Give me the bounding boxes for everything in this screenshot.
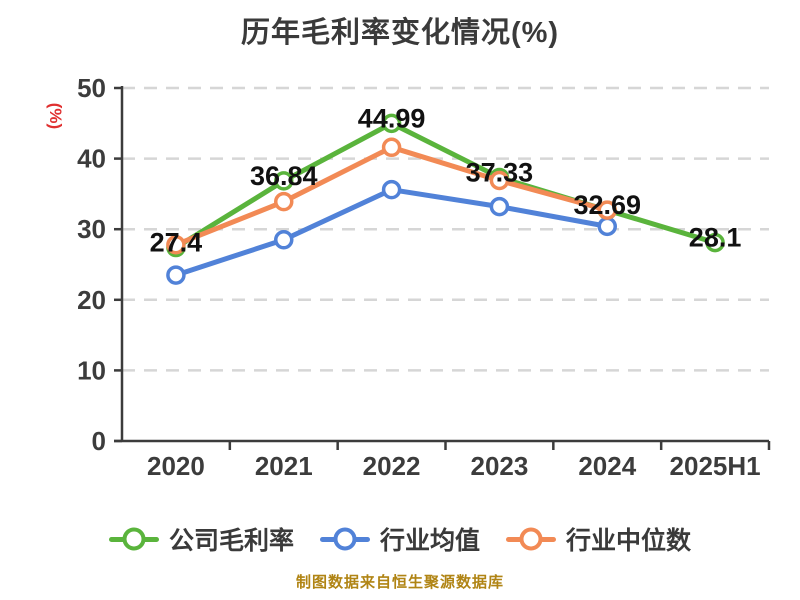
series-行业均值 — [166, 179, 617, 285]
legend-label: 公司毛利率 — [168, 527, 294, 555]
y-tick-label: 10 — [77, 355, 106, 385]
data-point — [166, 265, 186, 285]
data-source-note: 制图数据来自恒生聚源数据库 — [295, 574, 504, 591]
y-tick-label: 20 — [77, 285, 106, 315]
series-行业中位数 — [166, 137, 617, 255]
data-point — [274, 171, 294, 191]
data-point — [166, 234, 186, 255]
data-point — [489, 170, 510, 191]
legend-marker-green-icon — [108, 527, 159, 551]
chart-legend: 公司毛利率 行业均值 行业中位数 — [0, 521, 800, 557]
x-tick-label: 2023 — [470, 451, 528, 481]
x-axis-ticks: 2020 2021 2022 2023 2024 2025H1 — [147, 441, 771, 481]
x-tick-label: 2020 — [147, 451, 205, 481]
data-label: 27.4 — [150, 228, 203, 258]
legend-item-industry-median: 行业中位数 — [506, 521, 691, 557]
chart-title: 历年毛利率变化情况(%) — [240, 17, 560, 49]
series-line — [173, 187, 610, 278]
x-tick-label: 2022 — [363, 451, 421, 481]
x-tick-label: 2021 — [255, 451, 313, 481]
y-axis-ticks: 0 10 20 30 40 50 — [77, 73, 122, 456]
data-point — [597, 216, 617, 237]
legend-marker-blue-icon — [319, 527, 370, 551]
y-tick-label: 50 — [77, 73, 106, 103]
series-line — [173, 120, 718, 251]
y-tick-label: 40 — [77, 144, 106, 174]
gridlines — [122, 86, 769, 372]
data-point — [274, 230, 294, 250]
data-point — [274, 191, 294, 212]
data-label: 32.69 — [573, 190, 641, 220]
data-label: 36.84 — [250, 161, 318, 191]
legend-item-industry-mean: 行业均值 — [319, 521, 480, 557]
data-label: 37.33 — [466, 157, 534, 187]
legend-marker-orange-icon — [506, 527, 556, 551]
y-tick-label: 30 — [77, 214, 106, 244]
legend-item-company-margin: 公司毛利率 — [108, 521, 294, 557]
data-point — [489, 196, 510, 217]
data-point — [381, 137, 402, 158]
data-point — [381, 113, 402, 134]
data-point — [705, 232, 725, 253]
legend-label: 行业均值 — [379, 527, 480, 555]
legend-label: 行业中位数 — [566, 527, 692, 555]
y-tick-label: 0 — [92, 426, 106, 456]
data-label: 44.99 — [358, 103, 426, 133]
x-tick-label: 2024 — [578, 451, 636, 481]
data-point — [381, 179, 402, 200]
x-tick-label: 2025H1 — [670, 451, 761, 481]
axes — [114, 86, 769, 443]
data-point — [597, 200, 617, 220]
data-labels: 27.4 36.84 44.99 37.33 32.69 28.1 — [150, 103, 742, 257]
data-label: 28.1 — [689, 223, 742, 253]
